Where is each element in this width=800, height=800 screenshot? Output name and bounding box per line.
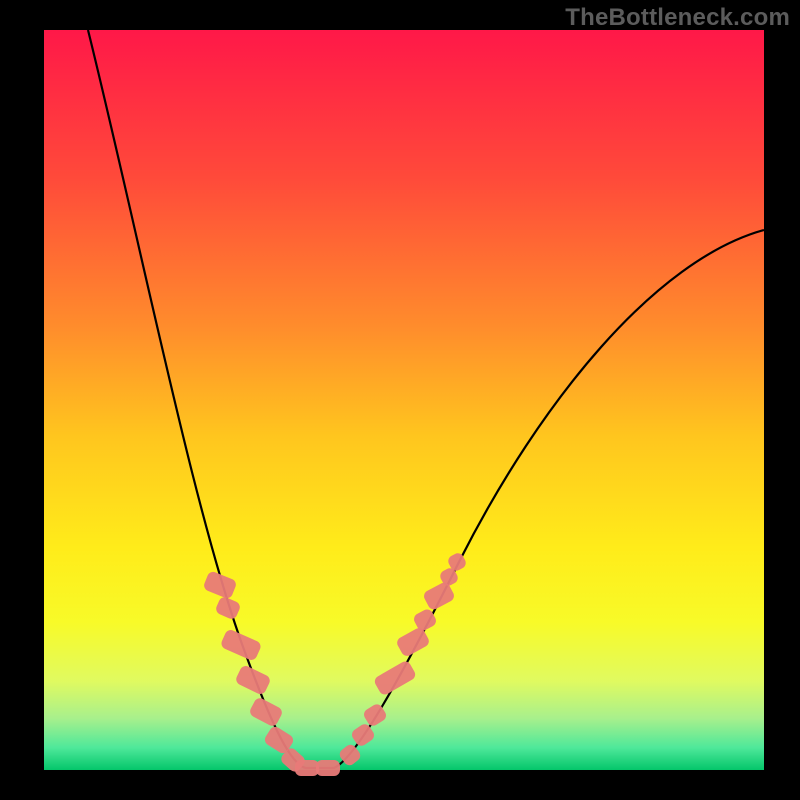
gradient-background: [44, 30, 764, 770]
curve-marker: [295, 760, 319, 776]
curve-marker: [316, 760, 340, 776]
v-curve-chart: [0, 0, 800, 800]
watermark-text: TheBottleneck.com: [565, 4, 790, 32]
chart-frame: TheBottleneck.com: [0, 0, 800, 800]
